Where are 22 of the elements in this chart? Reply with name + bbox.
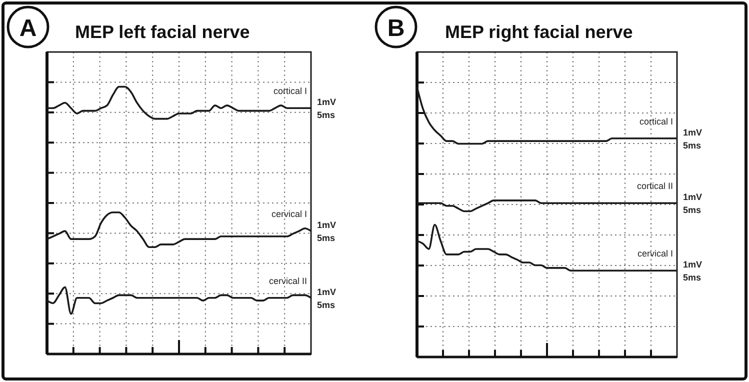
text: 5ms (683, 272, 702, 283)
series-label: cortical I (639, 116, 673, 126)
text: 1mV (317, 97, 336, 108)
text: 1mV (683, 127, 702, 138)
text: 5ms (683, 205, 702, 216)
text: 1mV (317, 286, 336, 297)
text: 5ms (683, 140, 702, 150)
text: A (19, 15, 37, 42)
chart-title: MEP left facial nerve (75, 22, 250, 42)
text: 5ms (317, 110, 336, 120)
text: 5ms (317, 300, 336, 310)
chart-title: MEP right facial nerve (445, 22, 633, 42)
series-label: cervical II (268, 276, 307, 286)
series-label: cortical II (636, 181, 673, 192)
text: 1mV (683, 260, 702, 270)
text: 5ms (317, 233, 336, 244)
series-label: cervical I (637, 248, 673, 259)
text: B (387, 15, 405, 42)
text: 1mV (683, 192, 702, 202)
series-label: cervical I (271, 209, 307, 220)
series-label: cortical I (273, 86, 307, 96)
text: 1mV (317, 220, 336, 230)
